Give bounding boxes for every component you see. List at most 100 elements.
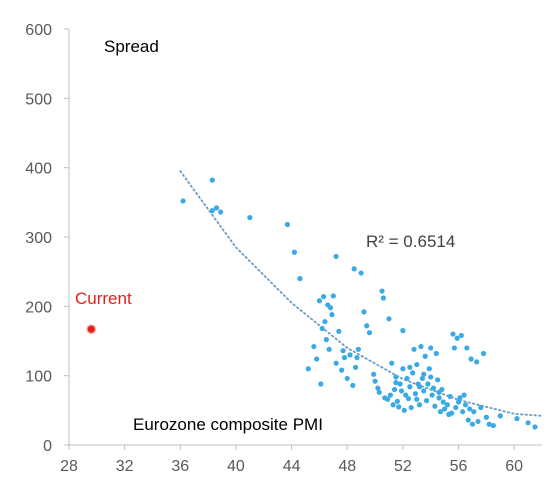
data-point (333, 253, 339, 260)
data-point (358, 270, 364, 276)
data-point (329, 312, 335, 318)
data-point (410, 370, 416, 376)
current-label: Current (75, 289, 132, 308)
data-point (467, 406, 473, 412)
trendline-group (179, 170, 543, 417)
data-point (372, 378, 378, 384)
data-point (421, 371, 427, 377)
data-point (213, 205, 220, 211)
data-point (436, 389, 442, 395)
data-point (355, 346, 361, 352)
axes: 0 100 200 300 400 500 600 28 32 36 40 44 48 52 56 60 (25, 22, 542, 475)
data-point (400, 328, 406, 334)
y-tick-label: 300 (25, 230, 52, 247)
data-point (379, 288, 385, 294)
data-point (336, 328, 342, 334)
data-point (433, 350, 439, 357)
x-tick-label: 28 (60, 458, 78, 475)
data-point (247, 214, 253, 221)
y-axis-label: Spread (104, 37, 159, 56)
data-point (297, 276, 303, 282)
x-tick-label: 44 (283, 458, 301, 475)
x-axis-label: Eurozone composite PMI (133, 415, 323, 434)
data-point (350, 382, 356, 388)
data-point (468, 356, 474, 362)
data-point (344, 375, 350, 382)
data-point (448, 410, 455, 416)
data-point (454, 335, 460, 341)
data-point (361, 309, 367, 315)
data-point (405, 395, 412, 402)
data-point (319, 325, 325, 332)
data-point (209, 208, 215, 214)
data-point (460, 409, 466, 415)
y-tick-label: 600 (25, 22, 52, 39)
data-point (447, 393, 453, 400)
data-point (414, 361, 420, 368)
data-point (320, 294, 327, 300)
data-point (469, 421, 476, 427)
data-point (471, 409, 477, 415)
data-point (428, 374, 434, 380)
data-point (411, 346, 417, 352)
data-point (398, 388, 405, 394)
data-point (455, 399, 462, 405)
data-point (432, 403, 438, 409)
data-point (423, 398, 430, 404)
data-point (451, 345, 457, 351)
data-point (428, 345, 434, 351)
data-point (180, 198, 186, 204)
y-tick-label: 500 (25, 91, 52, 108)
data-point (497, 413, 503, 419)
data-point (364, 323, 370, 329)
data-point (218, 209, 224, 215)
data-point (316, 298, 323, 304)
data-point (514, 416, 520, 422)
data-point (465, 417, 471, 423)
data-point (419, 375, 425, 382)
data-point (339, 367, 345, 373)
data-point (450, 331, 456, 337)
data-point (386, 316, 392, 322)
data-point (394, 398, 400, 404)
data-point (486, 421, 492, 427)
data-point (326, 346, 332, 352)
data-point (532, 424, 538, 430)
data-point (397, 381, 403, 387)
data-point (464, 345, 470, 351)
data-point (384, 396, 391, 402)
data-point (318, 381, 324, 387)
r-squared-annotation: R² = 0.6514 (366, 232, 455, 251)
data-point (480, 350, 487, 357)
data-point (416, 384, 423, 390)
data-point (474, 359, 480, 365)
data-point (418, 343, 424, 350)
data-point (327, 305, 334, 311)
data-point (340, 348, 346, 354)
points-group (86, 177, 538, 430)
data-point (322, 318, 328, 325)
data-point (400, 366, 406, 372)
data-point (430, 385, 437, 391)
data-point (437, 409, 444, 415)
data-point (209, 177, 215, 183)
data-point (461, 392, 467, 398)
y-tick-label: 100 (25, 369, 52, 386)
data-point (393, 380, 399, 386)
data-point (376, 389, 382, 395)
data-point (407, 384, 413, 390)
data-point (311, 343, 317, 350)
data-point (440, 399, 446, 405)
data-point (458, 332, 464, 339)
x-tick-label: 56 (450, 458, 468, 475)
data-point (305, 366, 311, 372)
data-point (425, 381, 431, 387)
data-point (351, 266, 357, 272)
y-tick-label: 0 (43, 438, 52, 455)
x-tick-label: 48 (338, 458, 356, 475)
data-point (414, 396, 420, 402)
data-point (387, 392, 393, 398)
data-point (525, 420, 531, 426)
data-point (408, 404, 414, 411)
